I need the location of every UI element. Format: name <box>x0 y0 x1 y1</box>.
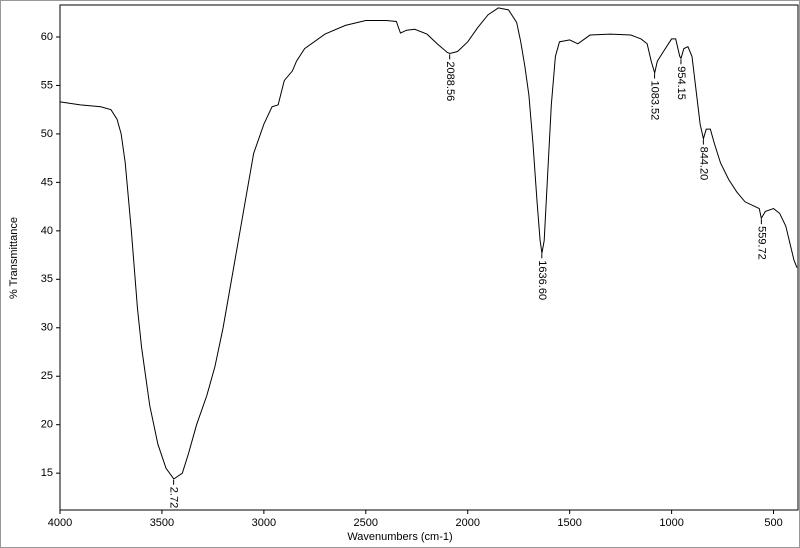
y-axis-label: % Transmittance <box>8 217 20 299</box>
plot-area <box>59 4 799 511</box>
peak-label: 559.72 <box>755 226 767 260</box>
y-tick-label: 15 <box>41 467 53 479</box>
peak-label: 1083.52 <box>649 80 661 120</box>
y-tick-label: 60 <box>41 31 53 43</box>
y-tick-label: 45 <box>41 176 53 188</box>
x-tick-label: 1000 <box>659 517 683 529</box>
x-tick-label: 4000 <box>48 517 72 529</box>
peak-label: 2.72 <box>168 487 180 508</box>
y-tick-label: 30 <box>41 322 53 334</box>
x-tick-label: 1500 <box>557 517 581 529</box>
y-tick-label: 55 <box>41 79 53 91</box>
x-tick-label: 3500 <box>150 517 174 529</box>
y-tick-label: 35 <box>41 273 53 285</box>
y-tick-label: 50 <box>41 128 53 140</box>
y-tick-label: 25 <box>41 370 53 382</box>
x-axis-label: Wavenumbers (cm-1) <box>347 531 452 543</box>
spectrum-line <box>59 7 798 480</box>
peak-label: 954.15 <box>675 66 687 100</box>
x-tick-label: 2500 <box>354 517 378 529</box>
x-tick-label: 2000 <box>455 517 479 529</box>
y-tick-label: 40 <box>41 225 53 237</box>
peak-label: 2088.56 <box>444 61 456 101</box>
y-tick-label: 20 <box>41 419 53 431</box>
x-tick-label: 3000 <box>252 517 276 529</box>
x-tick-label: 500 <box>764 517 782 529</box>
peak-label: 844.20 <box>697 147 709 181</box>
peak-label: 1636.60 <box>536 260 548 300</box>
